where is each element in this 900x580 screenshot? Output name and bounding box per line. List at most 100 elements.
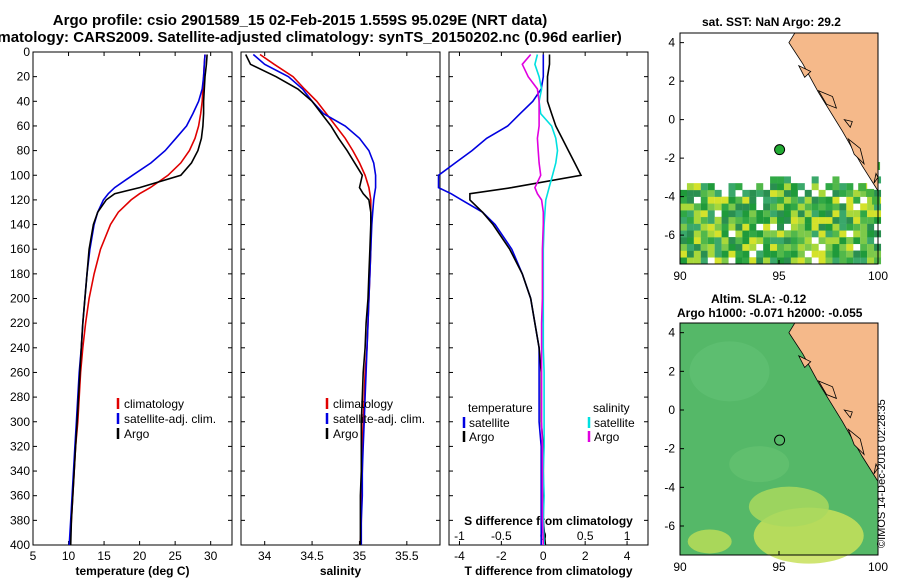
sst-cell — [735, 210, 743, 218]
sst-cell — [749, 216, 757, 224]
sst-cell — [825, 250, 833, 258]
sst-cell — [811, 223, 819, 231]
x-tick-label: 34 — [258, 549, 272, 563]
sst-cell — [714, 257, 722, 265]
island — [847, 137, 865, 166]
sst-cell — [742, 223, 750, 231]
sst-cell — [749, 237, 757, 245]
sst-cell — [721, 223, 729, 231]
y-tick-label: 2 — [668, 74, 675, 88]
y-tick-label: -4 — [664, 480, 675, 494]
sst-cell — [735, 250, 743, 258]
sst-cell — [700, 230, 708, 238]
sst-cell — [777, 176, 785, 184]
diff-line-temperature-satellite — [437, 54, 545, 545]
sst-cell — [680, 203, 687, 211]
sst-cell — [700, 250, 708, 258]
sst-cell — [804, 257, 812, 265]
sst-cell — [804, 237, 812, 245]
sst-cell — [700, 210, 708, 218]
sst-cell — [728, 250, 736, 258]
sst-cell — [742, 250, 750, 258]
x-tick-label: 34.5 — [300, 549, 324, 563]
sst-cell — [721, 257, 729, 265]
sst-cell — [846, 223, 854, 231]
sla-patch — [748, 486, 829, 527]
y-tick-label: 380 — [10, 513, 30, 527]
sst-cell — [867, 203, 875, 211]
sst-cell — [693, 230, 701, 238]
sst-cell — [832, 223, 840, 231]
sst-cell — [832, 189, 840, 197]
sst-cell — [832, 183, 840, 191]
sst-map: 90 95 100 4 2 0 -2 -4 -6 — [664, 32, 888, 283]
y-tick-label: 240 — [10, 341, 30, 355]
sst-cell — [714, 237, 722, 245]
sst-cell — [714, 189, 722, 197]
sst-cell — [686, 210, 694, 218]
sst-cell — [777, 237, 785, 245]
sst-cell — [742, 196, 750, 204]
sst-cell — [811, 230, 819, 238]
top-axis-label: S difference from climatology — [464, 514, 633, 528]
legend-label: Argo — [333, 427, 359, 441]
legend-label: climatology — [124, 397, 184, 411]
sst-cell — [770, 230, 778, 238]
sst-cell — [770, 237, 778, 245]
sst-cell — [790, 230, 798, 238]
sst-cell — [721, 237, 729, 245]
x-tick-label: 90 — [673, 560, 687, 574]
sst-cell — [686, 203, 694, 211]
sst-cell — [770, 243, 778, 251]
y-tick-label: -6 — [664, 228, 675, 242]
sst-cell — [686, 196, 694, 204]
sst-cell — [707, 243, 715, 251]
sst-cell — [811, 203, 819, 211]
sst-cell — [846, 257, 854, 265]
sst-cell — [790, 223, 798, 231]
sst-cell — [707, 210, 715, 218]
sst-cell — [756, 237, 764, 245]
sst-cell — [756, 257, 764, 265]
island — [797, 355, 812, 369]
sst-cell — [839, 183, 847, 191]
island — [873, 462, 879, 475]
y-tick-label: 220 — [10, 316, 30, 330]
sst-cell — [790, 243, 798, 251]
sst-cell — [763, 257, 771, 265]
sst-cell — [811, 243, 819, 251]
sst-cell — [783, 176, 791, 184]
sst-cell — [825, 257, 833, 265]
y-tick-label: 180 — [10, 267, 30, 281]
sst-cell — [742, 210, 750, 218]
sst-cell — [763, 189, 771, 197]
sst-cell — [680, 210, 687, 218]
sst-cell — [860, 237, 868, 245]
sst-cell — [707, 230, 715, 238]
sst-cell — [860, 223, 868, 231]
x-tick-label: 30 — [204, 549, 218, 563]
sst-cell — [804, 189, 812, 197]
sst-cell — [770, 216, 778, 224]
sst-cell — [680, 189, 687, 197]
profile-panel-1: 0 20 40 60 80 100 120 140 160 180 200 220 240 260 280 3… — [10, 45, 233, 578]
sst-cell — [860, 189, 868, 197]
diff-line-temperature-argo — [469, 54, 583, 546]
x-tick-label: -4 — [454, 549, 465, 563]
sst-cell — [811, 216, 819, 224]
sst-cell — [797, 216, 805, 224]
sst-cell — [728, 243, 736, 251]
sst-cell — [832, 210, 840, 218]
x-tick-label: 2 — [582, 549, 589, 563]
sst-cell — [797, 210, 805, 218]
sst-cell — [700, 196, 708, 204]
sla-patch — [729, 446, 790, 483]
y-tick-label: 4 — [668, 36, 675, 50]
sst-cell — [749, 230, 757, 238]
sst-cell — [686, 183, 694, 191]
y-tick-label: 120 — [10, 193, 30, 207]
sst-cell — [735, 196, 743, 204]
top-tick-label: -1 — [454, 529, 465, 543]
sst-cell — [777, 216, 785, 224]
